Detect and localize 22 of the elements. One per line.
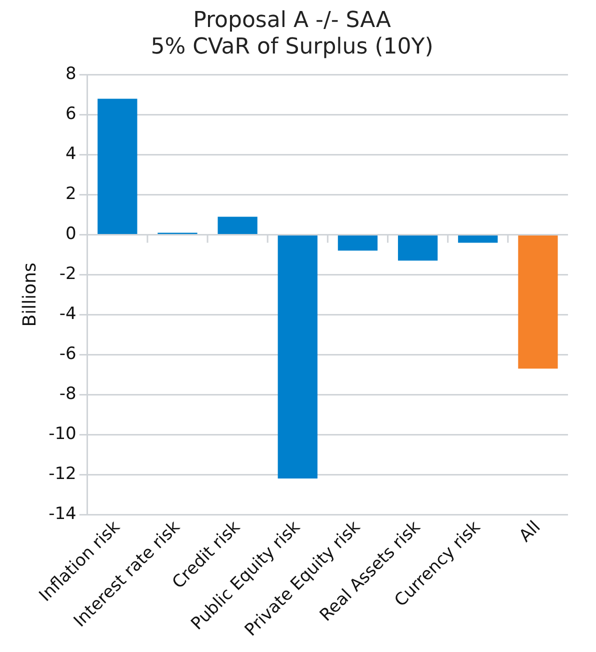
y-tick-label: -10 [48,424,76,444]
y-tick-label: 8 [66,64,76,84]
y-tick-label: 0 [66,224,76,244]
bar [218,216,258,234]
chart-title: Proposal A -/- SAA 5% CVaR of Surplus (10Y) [150,8,434,60]
y-tick-label: -12 [48,464,76,484]
y-tick-label: -4 [59,304,76,324]
y-tick-label: -6 [59,344,76,364]
y-tick-label: -8 [59,384,76,404]
y-tick-label: 4 [66,144,76,164]
y-tick-label: 2 [66,184,76,204]
y-tick-label: -2 [59,264,76,284]
bar [518,235,558,369]
bar [398,235,438,261]
bar [278,235,318,479]
x-tick-label: All [516,517,545,546]
y-axis-title: Billions [19,262,40,327]
y-tick-label: 6 [66,104,76,124]
bar [458,235,498,243]
bar [338,235,378,251]
bar [98,98,138,234]
y-tick-label: -14 [48,504,76,524]
